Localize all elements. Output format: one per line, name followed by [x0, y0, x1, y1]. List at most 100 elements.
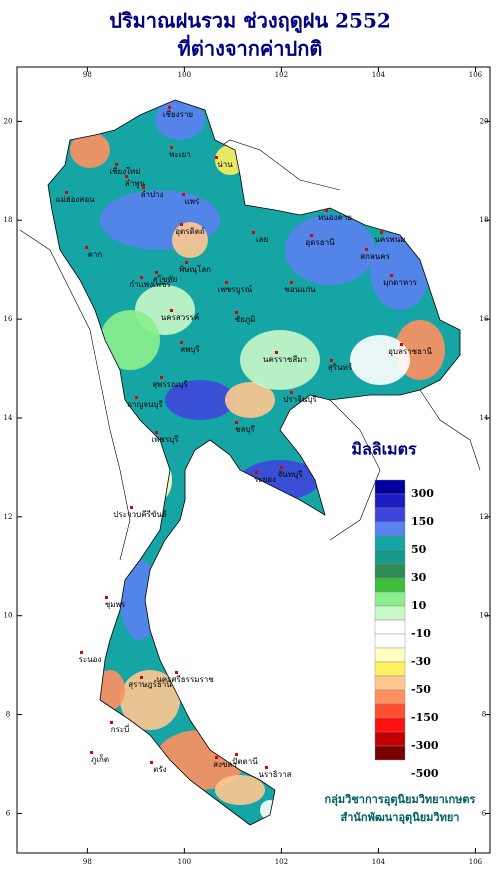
station-dot	[160, 376, 163, 379]
subtitle: ที่ต่างจากค่าปกติ	[178, 34, 323, 61]
legend: 300 150 50 30 10 -10 -30 -50 -150 -300 -500	[374, 479, 439, 780]
y-tick-label: 14	[4, 414, 13, 422]
y-tick-label: 8	[482, 711, 486, 719]
station-dot	[80, 651, 83, 654]
land-outline	[47, 99, 461, 826]
legend-label: -50	[411, 683, 431, 696]
station-dot	[225, 281, 228, 284]
rain-zone	[120, 670, 180, 730]
province-label: อุดรธานี	[305, 238, 335, 247]
legend-swatch	[374, 619, 406, 635]
legend-swatch	[374, 633, 406, 649]
legend-swatch	[374, 577, 406, 593]
province-label: สุโขทัย	[153, 274, 178, 284]
province-label: สงขลา	[213, 760, 237, 769]
y-tick-label: 12	[480, 513, 489, 521]
x-tick-label: 102	[275, 858, 288, 866]
rain-field	[70, 100, 445, 820]
province-label: ชลบุรี	[235, 425, 255, 434]
station-dot	[170, 146, 173, 149]
station-dot	[255, 471, 258, 474]
province-label: พะเยา	[169, 150, 190, 159]
title: ปริมาณฝนรวม ช่วงฤดูฝน 2552	[109, 9, 391, 35]
legend-label: -150	[411, 711, 439, 724]
legend-label: -10	[411, 627, 431, 640]
station-dot	[65, 191, 68, 194]
y-tick-label: 12	[4, 513, 13, 521]
legend-swatch	[374, 745, 406, 761]
x-tick-label: 106	[469, 858, 483, 866]
legend-label: 10	[411, 599, 427, 612]
province-label: เชียงราย	[163, 110, 193, 119]
y-tick-label: 10	[4, 612, 13, 620]
rain-zone	[215, 775, 265, 805]
legend-swatch	[374, 717, 406, 733]
province-label: อุบลราชธานี	[388, 347, 432, 356]
province-label: สกลนคร	[360, 252, 390, 261]
province-label: ระยอง	[254, 475, 276, 484]
station-dot	[235, 421, 238, 424]
legend-swatch	[374, 507, 406, 523]
legend-swatch	[374, 563, 406, 579]
province-label: กำแพงเพชร	[129, 280, 171, 289]
station-dot	[235, 311, 238, 314]
province-label: นราธิวาส	[258, 770, 291, 779]
station-dot	[130, 506, 133, 509]
station-dot	[182, 193, 185, 196]
province-label: ประจวบคีรีขันธ์	[113, 509, 167, 519]
province-label: หนองคาย	[318, 213, 352, 222]
province-label: สุราษฎร์ธานี	[128, 679, 172, 689]
province-label: นครศรีธรรมราช	[156, 675, 214, 684]
station-dot	[280, 466, 283, 469]
credit: กลุ่มวิชาการอุตุนิยมวิทยาเกษตร	[325, 793, 476, 807]
province-label: ชัยภูมิ	[235, 315, 256, 325]
y-tick-label: 18	[4, 216, 13, 224]
station-dot	[180, 223, 183, 226]
station-dot	[290, 281, 293, 284]
legend-swatch	[374, 549, 406, 565]
province-label: นครราชสีมา	[263, 355, 307, 364]
station-dot	[390, 274, 393, 277]
legend-swatch	[374, 591, 406, 607]
province-label: ตาก	[88, 250, 103, 259]
legend-label: 300	[411, 487, 434, 500]
rain-zone	[240, 330, 320, 390]
credit: สำนักพัฒนาอุตุนิยมวิทยา	[341, 811, 460, 825]
legend-label: 50	[411, 543, 427, 556]
province-label: ภูเก็ต	[91, 754, 109, 765]
province-label: อุตรดิตถ์	[175, 226, 205, 236]
x-tick-label: 104	[372, 858, 386, 866]
province-label: เลย	[256, 235, 268, 244]
legend-label: -30	[411, 655, 431, 668]
province-label: กระบี่	[111, 723, 130, 734]
legend-swatch	[374, 731, 406, 747]
province-label: พิษณุโลก	[179, 264, 211, 274]
x-tick-label: 106	[469, 71, 483, 79]
y-tick-label: 16	[480, 315, 489, 323]
station-dot	[215, 756, 218, 759]
y-tick-label: 10	[480, 612, 489, 620]
province-label: สุพรรณบุรี	[152, 380, 188, 389]
y-tick-label: 20	[4, 117, 13, 125]
station-dot	[125, 175, 128, 178]
map: 98 98 100 100 102 102 104 104 106 106 6 6 8 8 10 10 12 12…	[4, 67, 490, 866]
land-base	[48, 100, 460, 825]
station-dot	[168, 106, 171, 109]
station-dot	[380, 231, 383, 234]
y-tick-label: 20	[480, 117, 489, 125]
station-dot	[235, 753, 238, 756]
x-tick-label: 98	[83, 858, 92, 866]
province-label: ตรัง	[153, 765, 166, 774]
province-label: มุกดาหาร	[383, 278, 418, 287]
station-dot	[325, 209, 328, 212]
province-label: กาญจนบุรี	[127, 400, 163, 409]
legend-swatch	[374, 535, 406, 551]
station-dot	[170, 309, 173, 312]
station-dot	[115, 163, 118, 166]
station-dot	[180, 341, 183, 344]
province-label: แม่ฮ่องสอน	[55, 195, 95, 204]
legend-label: -500	[411, 767, 439, 780]
y-tick-label: 16	[4, 315, 13, 323]
legend-swatch	[374, 521, 406, 537]
station-dot	[175, 671, 178, 674]
